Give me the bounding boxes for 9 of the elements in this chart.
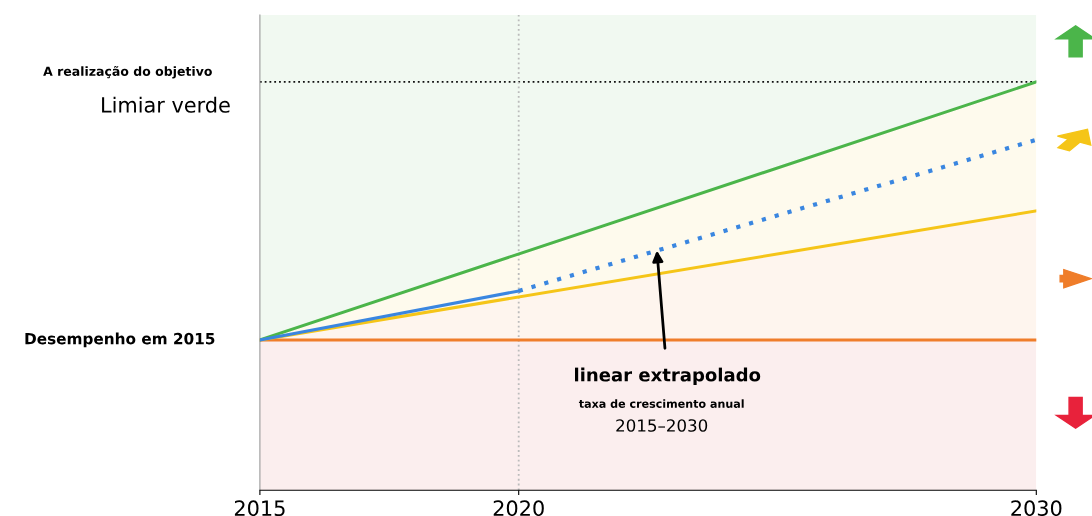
x-tick-label: 2030 — [1011, 500, 1062, 516]
annotation: linear extrapolado — [575, 367, 761, 386]
annotation: Desempenho em 2015 — [25, 332, 215, 348]
annotation: 2015–2030 — [616, 419, 708, 432]
text: A realização do objetivo — [43, 66, 212, 79]
annotation: taxa de crescimento anual — [578, 399, 744, 408]
ref-line-label: Limiar verde — [102, 96, 230, 113]
x-tick-label: 2020 — [493, 500, 544, 516]
x-tick-label: 2015 — [234, 500, 285, 516]
